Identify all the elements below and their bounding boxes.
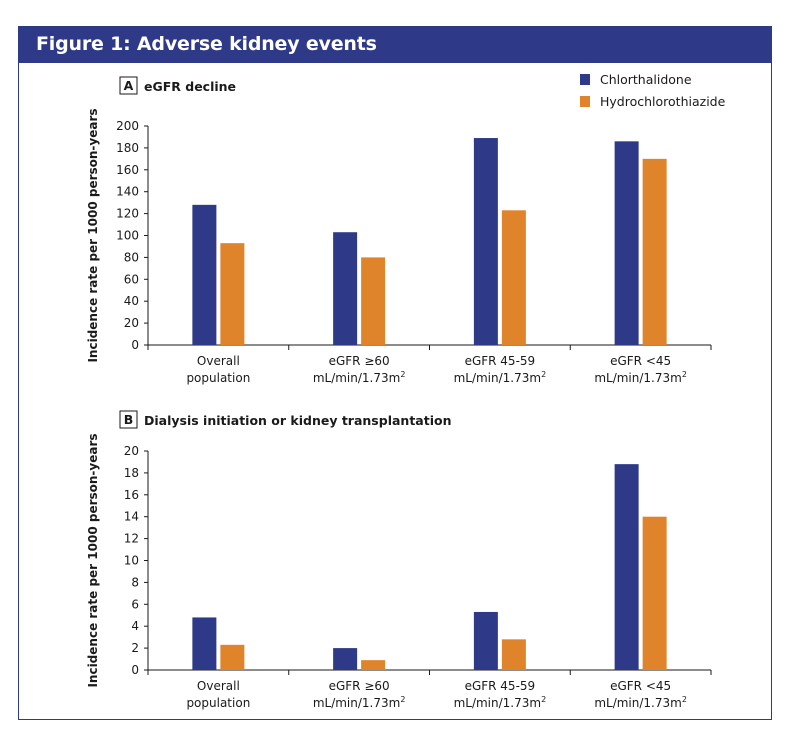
panel-letter-box: [119, 410, 138, 429]
y-tick-label: 2: [131, 641, 139, 655]
x-category-label-line2: mL/min/1.73m2: [594, 695, 687, 710]
y-tick-label: 14: [124, 510, 139, 524]
superscript: 2: [682, 370, 687, 379]
y-tick-label: 200: [116, 119, 139, 133]
bar-hydrochlorothiazide-2: [361, 257, 386, 345]
bar-hydrochlorothiazide-4: [642, 158, 667, 345]
x-category-label: eGFR ≥60: [329, 354, 390, 368]
bar-chlorthalidone-1: [192, 204, 217, 345]
x-category-label: eGFR <45: [610, 354, 671, 368]
bar-chlorthalidone-4: [614, 141, 639, 345]
y-tick-label: 0: [131, 338, 139, 352]
legend-swatch-1: [580, 74, 590, 85]
y-tick-label: 120: [116, 207, 139, 221]
panel-title: eGFR decline: [144, 79, 236, 94]
panel-title: Dialysis initiation or kidney transplant…: [144, 413, 451, 428]
y-tick-label: 20: [124, 316, 139, 330]
x-category-label: eGFR 45-59: [465, 354, 536, 368]
bar-chlorthalidone-3: [473, 611, 498, 670]
bar-chlorthalidone-2: [333, 648, 358, 670]
y-tick-label: 20: [124, 444, 139, 458]
figure-title: Figure 1: Adverse kidney events: [36, 33, 377, 55]
bar-hydrochlorothiazide-3: [501, 639, 526, 670]
figure-header: Figure 1: Adverse kidney events: [19, 27, 771, 63]
x-category-label-line2: mL/min/1.73m2: [313, 695, 406, 710]
x-category-label: eGFR 45-59: [465, 679, 536, 693]
bar-hydrochlorothiazide-2: [361, 660, 386, 670]
y-tick-label: 6: [131, 597, 139, 611]
x-category-label-line2: mL/min/1.73m2: [454, 370, 547, 385]
legend-label-2: Hydrochlorothiazide: [600, 94, 726, 109]
superscript: 2: [400, 695, 405, 704]
bar-chlorthalidone-4: [614, 464, 639, 670]
x-category-label: eGFR <45: [610, 679, 671, 693]
y-tick-label: 4: [131, 619, 139, 633]
y-axis-label: Incidence rate per 1000 person-years: [86, 433, 100, 687]
x-category-label-line2: mL/min/1.73m2: [594, 370, 687, 385]
superscript: 2: [400, 370, 405, 379]
y-tick-label: 8: [131, 575, 139, 589]
bar-chlorthalidone-3: [473, 138, 498, 345]
panel-letter-box: [119, 76, 138, 95]
bar-hydrochlorothiazide-1: [220, 243, 245, 345]
y-tick-label: 160: [116, 163, 139, 177]
y-tick-label: 0: [131, 663, 139, 677]
legend-label-1: Chlorthalidone: [600, 72, 692, 87]
x-category-label: eGFR ≥60: [329, 679, 390, 693]
superscript: 2: [541, 695, 546, 704]
y-tick-label: 40: [124, 294, 139, 308]
bar-chlorthalidone-2: [333, 232, 358, 345]
superscript: 2: [541, 370, 546, 379]
panel-letter: B: [124, 412, 134, 427]
x-category-label: Overall: [197, 679, 240, 693]
x-category-label-line2: mL/min/1.73m2: [454, 695, 547, 710]
figure-frame: Figure 1: Adverse kidney events: [18, 26, 772, 720]
y-tick-label: 80: [124, 250, 139, 264]
y-axis-label: Incidence rate per 1000 person-years: [86, 108, 100, 362]
y-tick-label: 16: [124, 488, 139, 502]
y-tick-label: 100: [116, 229, 139, 243]
y-tick-label: 18: [124, 466, 139, 480]
y-tick-label: 180: [116, 141, 139, 155]
x-category-label: Overall: [197, 354, 240, 368]
legend-swatch-2: [580, 96, 590, 107]
y-tick-label: 10: [124, 554, 139, 568]
bar-chlorthalidone-1: [192, 617, 217, 670]
superscript: 2: [682, 695, 687, 704]
bar-hydrochlorothiazide-4: [642, 516, 667, 670]
y-tick-label: 12: [124, 532, 139, 546]
panel-letter: A: [124, 78, 134, 93]
bar-hydrochlorothiazide-1: [220, 644, 245, 670]
x-category-label-line2: population: [186, 696, 250, 710]
y-tick-label: 60: [124, 272, 139, 286]
panel-b: B Dialysis initiation or kidney transplan…: [86, 410, 712, 710]
y-tick-label: 140: [116, 185, 139, 199]
x-category-label-line2: population: [186, 371, 250, 385]
bar-hydrochlorothiazide-3: [501, 210, 526, 345]
x-category-label-line2: mL/min/1.73m2: [313, 370, 406, 385]
